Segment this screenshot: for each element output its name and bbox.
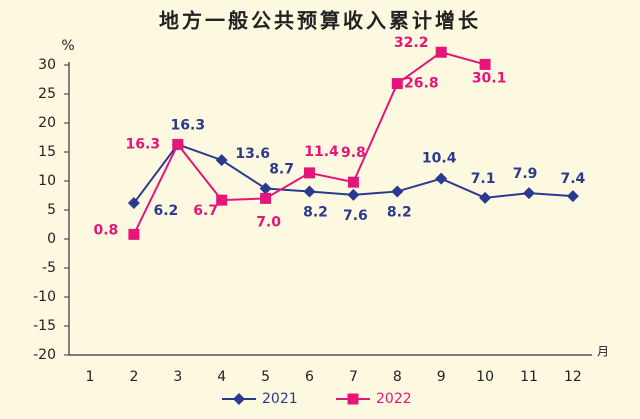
x-tick-label: 1 [86, 369, 95, 385]
marker-diamond [347, 188, 360, 201]
legend-marker [233, 393, 245, 405]
marker-diamond [303, 185, 316, 198]
marker-diamond [479, 191, 492, 204]
x-tick-label: 7 [349, 369, 358, 385]
marker-diamond [215, 154, 228, 167]
value-label: 16.3 [126, 136, 161, 152]
value-label: 7.0 [256, 214, 281, 230]
value-label: 7.4 [560, 171, 585, 187]
marker-square [391, 78, 403, 90]
marker-diamond [523, 187, 535, 200]
marker-diamond [566, 190, 579, 203]
x-tick-label: 2 [129, 369, 138, 385]
value-label: 32.2 [394, 35, 429, 51]
value-label: 10.4 [422, 151, 457, 167]
marker-square [435, 46, 447, 58]
y-tick-label: 10 [38, 173, 56, 189]
value-label: 7.6 [343, 208, 368, 224]
value-label: 7.1 [471, 171, 496, 187]
y-tick-label: 25 [38, 86, 56, 102]
x-unit: 月 [597, 345, 609, 359]
value-label: 16.3 [171, 117, 206, 133]
marker-square [347, 176, 359, 188]
x-tick-label: 10 [476, 369, 494, 385]
marker-diamond [391, 185, 404, 198]
y-tick-label: 15 [38, 144, 56, 160]
x-tick-label: 5 [261, 369, 270, 385]
marker-square [304, 167, 315, 179]
marker-diamond [259, 182, 272, 195]
x-tick-label: 12 [564, 369, 582, 385]
value-label: 8.2 [387, 204, 412, 220]
x-tick-label: 6 [305, 369, 314, 385]
y-tick-label: 5 [47, 202, 56, 218]
y-tick-label: -15 [33, 318, 56, 334]
value-label: 26.8 [404, 76, 439, 92]
y-tick-label: -20 [33, 347, 56, 363]
x-tick-label: 11 [520, 369, 538, 385]
marker-square [479, 58, 491, 70]
chart-title: 地方一般公共预算收入累计增长 [159, 9, 481, 33]
y-unit: % [61, 38, 74, 54]
x-tick-label: 3 [173, 369, 182, 385]
y-tick-label: 0 [47, 231, 56, 247]
marker-square [260, 192, 272, 204]
legend-label: 2022 [376, 391, 412, 407]
value-label: 30.1 [472, 70, 507, 86]
y-tick-label: -5 [42, 260, 56, 276]
y-tick-label: -10 [33, 289, 56, 305]
x-tick-label: 8 [393, 369, 402, 385]
x-tick-label: 4 [217, 369, 226, 385]
y-tick-label: 20 [38, 115, 56, 131]
marker-square [172, 138, 184, 150]
value-label: 8.7 [269, 162, 294, 178]
y-tick-label: 30 [38, 57, 56, 73]
value-label: 0.8 [93, 222, 118, 238]
value-label: 11.4 [304, 144, 339, 160]
marker-diamond [127, 197, 140, 210]
value-label: 8.2 [303, 204, 328, 220]
value-label: 7.9 [513, 166, 538, 182]
value-label: 9.8 [341, 145, 366, 161]
legend-label: 2021 [262, 391, 298, 407]
legend-marker [347, 393, 359, 405]
marker-square [216, 194, 228, 206]
value-label: 13.6 [235, 146, 270, 162]
value-label: 6.2 [153, 203, 178, 219]
marker-square [128, 228, 140, 240]
x-tick-label: 9 [437, 369, 446, 385]
marker-diamond [435, 172, 448, 185]
value-label: 6.7 [193, 203, 218, 219]
